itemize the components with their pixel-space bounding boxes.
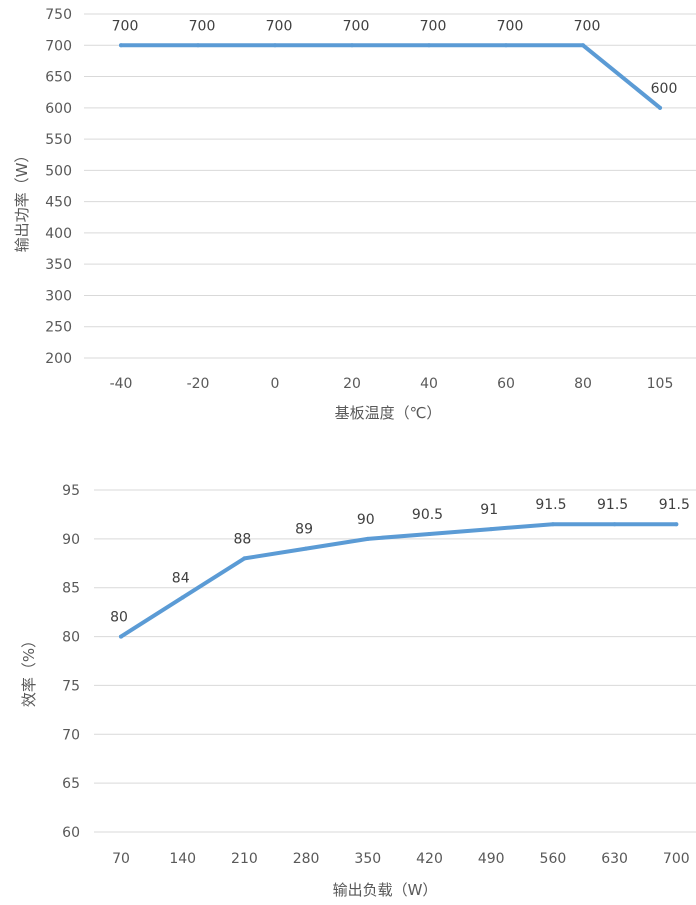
y-tick-label: 750: [45, 7, 72, 23]
x-tick-label: 280: [293, 851, 320, 867]
x-tick-label: -40: [110, 376, 133, 392]
y-tick-label: 550: [45, 132, 72, 148]
y-tick-label: 450: [45, 195, 72, 211]
data-label: 91.5: [535, 497, 566, 513]
data-point: [674, 522, 679, 527]
data-point: [273, 43, 277, 48]
series-line: [119, 522, 679, 639]
data-label: 91.5: [659, 497, 690, 513]
y-tick-label: 600: [45, 101, 72, 117]
data-label: 90.5: [412, 507, 443, 523]
y-tick-label: 70: [62, 727, 80, 743]
x-tick-label: 105: [647, 376, 674, 392]
x-tick-label: 630: [601, 851, 628, 867]
x-tick-label: 80: [574, 376, 592, 392]
y-tick-label: 350: [45, 257, 72, 273]
y-axis-title: 效率（%）: [20, 633, 38, 707]
y-tick-label: 500: [45, 163, 72, 179]
chart-efficiency-vs-load: 60 65 70 75 80 85 90 95 70 140 210 280 350 420 490 560 6…: [20, 483, 696, 899]
data-label: 91.5: [597, 497, 628, 513]
x-tick-label: 140: [169, 851, 196, 867]
data-point: [658, 105, 662, 110]
data-label: 700: [420, 18, 447, 34]
y-tick-label: 700: [45, 38, 72, 54]
data-label: 90: [357, 512, 375, 528]
data-label: 91: [480, 502, 498, 518]
y-tick-label: 200: [45, 351, 72, 367]
data-point: [427, 531, 432, 536]
data-label: 700: [497, 18, 524, 34]
data-point: [504, 43, 508, 48]
data-label: 600: [651, 81, 678, 97]
data-point: [427, 43, 431, 48]
data-point: [119, 43, 123, 48]
data-point: [489, 527, 494, 532]
y-tick-label: 75: [62, 678, 80, 694]
data-point: [365, 536, 370, 541]
chart-output-power-vs-temperature: 200250300350400450500550600650700750-40-…: [13, 7, 696, 422]
y-axis-title: 输出功率（W）: [13, 148, 31, 253]
x-axis-title: 基板温度（℃）: [335, 404, 442, 422]
data-label: 80: [110, 610, 128, 626]
y-tick-label: 60: [62, 825, 80, 841]
x-tick-label: 700: [663, 851, 690, 867]
data-point: [242, 556, 247, 561]
data-label: 700: [112, 18, 139, 34]
x-tick-label: 420: [416, 851, 443, 867]
x-tick-label: 560: [540, 851, 567, 867]
x-tick-label: 0: [271, 376, 280, 392]
data-label: 88: [233, 531, 251, 547]
y-tick-label: 90: [62, 532, 80, 548]
x-tick-label: 70: [112, 851, 130, 867]
data-label: 700: [343, 18, 370, 34]
data-point: [612, 522, 617, 527]
data-label: 700: [574, 18, 601, 34]
data-point: [196, 43, 200, 48]
data-point: [304, 546, 309, 551]
data-point: [550, 522, 555, 527]
data-label: 700: [266, 18, 293, 34]
y-tick-label: 80: [62, 630, 80, 646]
data-point: [581, 43, 585, 48]
x-tick-label: 20: [343, 376, 361, 392]
data-label: 89: [295, 522, 313, 538]
data-label: 84: [172, 570, 190, 586]
data-point: [119, 634, 123, 639]
x-axis-title: 输出负载（W）: [333, 881, 438, 899]
x-tick-label: 490: [478, 851, 505, 867]
x-tick-label: 210: [231, 851, 258, 867]
y-tick-label: 85: [62, 581, 80, 597]
y-tick-label: 250: [45, 320, 72, 336]
data-point: [350, 43, 354, 48]
data-label: 700: [189, 18, 216, 34]
y-tick-label: 65: [62, 776, 80, 792]
x-tick-label: -20: [187, 376, 210, 392]
x-tick-label: 350: [354, 851, 381, 867]
x-tick-label: 40: [420, 376, 438, 392]
y-tick-label: 400: [45, 226, 72, 242]
y-tick-label: 650: [45, 70, 72, 86]
y-tick-label: 300: [45, 288, 72, 304]
y-tick-label: 95: [62, 483, 80, 499]
series-line: [119, 43, 662, 110]
x-tick-label: 60: [497, 376, 515, 392]
data-point: [180, 595, 185, 600]
